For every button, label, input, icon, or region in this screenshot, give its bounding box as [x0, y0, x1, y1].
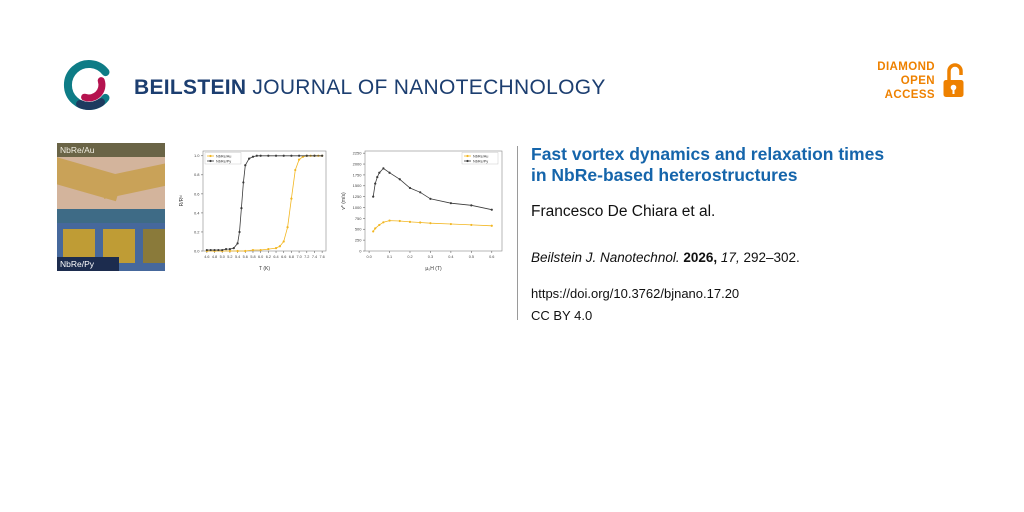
svg-text:R/Rᴺ: R/Rᴺ [179, 195, 185, 207]
svg-text:7.6: 7.6 [320, 255, 325, 259]
svg-text:5.4: 5.4 [235, 255, 240, 259]
svg-text:7.0: 7.0 [296, 255, 301, 259]
svg-text:NbRe/Au: NbRe/Au [216, 154, 231, 158]
citation-volume: 17, [720, 250, 740, 265]
open-access-badge: DIAMOND OPEN ACCESS [877, 60, 968, 102]
article-authors: Francesco De Chiara et al. [531, 203, 716, 220]
micrograph-top-strip: NbRe/Au [57, 143, 165, 157]
resistance-transition-chart: 0.00.20.40.60.81.04.6 4.8 5.0 5.2 5.4 5.6 5.8 6… [176, 143, 332, 273]
article-title-line-1: Fast vortex dynamics and relaxation time… [531, 144, 885, 164]
svg-text:0.4: 0.4 [194, 210, 200, 215]
svg-text:0.3: 0.3 [428, 255, 433, 259]
open-access-lock-icon [943, 63, 964, 97]
micrograph-bottom-strip: NbRe/Py [57, 257, 119, 271]
svg-text:6.4: 6.4 [273, 255, 278, 259]
article-info: Fast vortex dynamics and relaxation time… [531, 144, 1006, 323]
open-access-line-1: DIAMOND [877, 61, 935, 73]
beilstein-logo-icon [63, 60, 110, 110]
svg-text:5.6: 5.6 [243, 255, 248, 259]
journal-name: BEILSTEIN JOURNAL OF NANOTECHNOLOGY [134, 76, 606, 100]
svg-text:2250: 2250 [353, 151, 363, 156]
vertical-divider [517, 146, 518, 320]
svg-text:NbRe/Py: NbRe/Py [473, 159, 488, 163]
svg-text:750: 750 [355, 216, 362, 221]
gold-pad-3 [143, 229, 165, 263]
micrograph-label-nbre-au: NbRe/Au [60, 145, 95, 155]
svg-text:5.0: 5.0 [220, 255, 225, 259]
citation-pages: 292–302. [743, 250, 800, 265]
svg-text:1250: 1250 [353, 194, 363, 199]
open-access-text: DIAMOND OPEN ACCESS [877, 60, 935, 102]
svg-text:0.5: 0.5 [469, 255, 474, 259]
vortex-velocity-chart: 0 250 500 750 1000 1250 1500 1750 2000 2250 0.0 0.1… [338, 143, 508, 273]
micrograph-label-nbre-py: NbRe/Py [60, 259, 95, 269]
svg-text:6.6: 6.6 [281, 255, 286, 259]
citation-journal: Beilstein J. Nanotechnol. [531, 250, 680, 265]
svg-text:250: 250 [355, 238, 362, 243]
svg-text:5.8: 5.8 [250, 255, 255, 259]
svg-text:T (K): T (K) [259, 266, 270, 272]
article-citation: Beilstein J. Nanotechnol. 2026, 17, 292–… [531, 250, 1006, 265]
svg-text:0: 0 [359, 248, 362, 253]
svg-text:1000: 1000 [353, 205, 363, 210]
svg-text:0.8: 0.8 [194, 172, 200, 177]
svg-text:0.1: 0.1 [387, 255, 392, 259]
svg-text:1500: 1500 [353, 183, 363, 188]
svg-text:μ₀H (T): μ₀H (T) [425, 266, 442, 272]
svg-text:0.0: 0.0 [194, 248, 200, 253]
svg-text:0.4: 0.4 [448, 255, 453, 259]
micrograph-image: NbRe/Au NbRe/Py [57, 143, 165, 271]
article-title[interactable]: Fast vortex dynamics and relaxation time… [531, 144, 1006, 186]
article-doi-link[interactable]: https://doi.org/10.3762/bjnano.17.20 [531, 286, 740, 301]
svg-text:6.8: 6.8 [289, 255, 294, 259]
article-title-line-2: in NbRe-based heterostructures [531, 165, 798, 185]
svg-text:7.2: 7.2 [304, 255, 309, 259]
open-access-line-3: ACCESS [884, 89, 935, 101]
svg-text:1.0: 1.0 [194, 153, 200, 158]
article-license: CC BY 4.0 [531, 308, 593, 323]
svg-text:6.2: 6.2 [266, 255, 271, 259]
open-access-line-2: OPEN [900, 75, 935, 87]
svg-text:500: 500 [355, 227, 362, 232]
svg-text:0.2: 0.2 [407, 255, 412, 259]
svg-text:NbRe/Au: NbRe/Au [473, 154, 488, 158]
svg-text:7.4: 7.4 [312, 255, 317, 259]
svg-text:v* (m/s): v* (m/s) [341, 192, 347, 210]
journal-name-bold: BEILSTEIN [134, 76, 247, 99]
svg-text:0.6: 0.6 [194, 191, 200, 196]
gold-electrode-right [99, 161, 165, 199]
svg-text:0.6: 0.6 [489, 255, 494, 259]
svg-text:NbRe/Py: NbRe/Py [216, 159, 231, 163]
svg-text:0.0: 0.0 [366, 255, 371, 259]
svg-text:6.0: 6.0 [258, 255, 263, 259]
svg-text:5.2: 5.2 [227, 255, 232, 259]
svg-text:4.8: 4.8 [212, 255, 217, 259]
svg-text:2000: 2000 [353, 161, 363, 166]
svg-text:1750: 1750 [353, 172, 363, 177]
micrograph-mid-band [57, 209, 165, 223]
svg-text:4.6: 4.6 [204, 255, 209, 259]
journal-name-rest: JOURNAL OF NANOTECHNOLOGY [252, 76, 606, 99]
svg-text:0.2: 0.2 [194, 229, 200, 234]
citation-year: 2026, [683, 250, 718, 265]
